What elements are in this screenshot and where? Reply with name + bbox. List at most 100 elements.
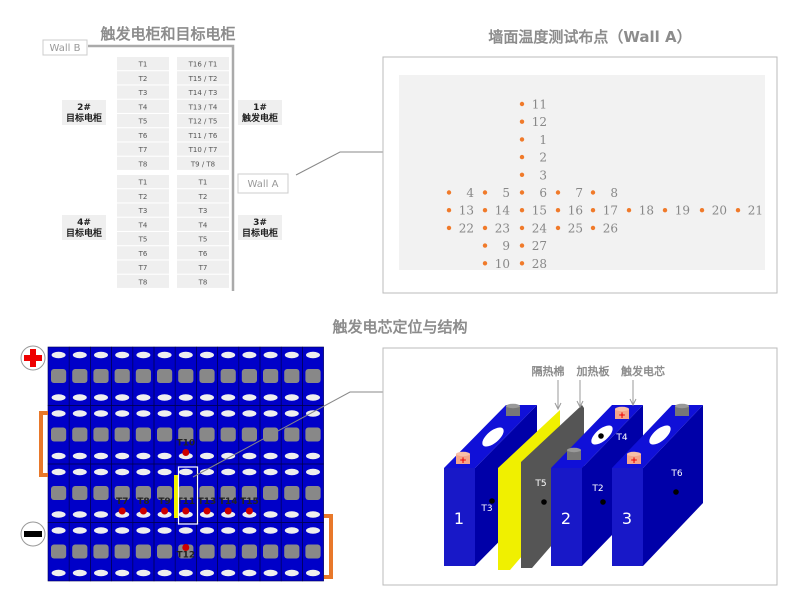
cell-terminal: [284, 569, 299, 577]
cabinet-title: 触发电柜和目标电柜: [100, 25, 235, 43]
cell-terminal: [157, 527, 172, 534]
heater-label: 加热板: [576, 364, 611, 378]
cabinet-name: 目标电柜: [242, 227, 278, 239]
cell-terminal: [157, 569, 172, 577]
cell-vent: [135, 486, 151, 500]
cell-terminal: [242, 468, 257, 476]
measurement-point-label: 26: [603, 221, 618, 235]
cell-vent: [199, 544, 215, 559]
table-cell: [117, 128, 169, 142]
cell-terminal: [115, 410, 130, 417]
cell-terminal: [94, 394, 108, 401]
cell-vent: [157, 544, 173, 559]
table-cell: [117, 260, 169, 274]
plus-sign: +: [618, 411, 626, 421]
cell-vent: [241, 427, 257, 442]
cell-vent: [241, 486, 257, 500]
measurement-point-dot: [735, 208, 741, 213]
cell-terminal: [94, 511, 108, 518]
cell-terminal: [51, 511, 66, 518]
sensor-dot: [224, 507, 232, 515]
sensor-dot: [161, 507, 169, 515]
sensor-dot: [673, 489, 679, 495]
table-cell-text: T14 / T3: [188, 89, 218, 97]
wall-a-surface: [399, 75, 765, 270]
cell-vent: [157, 427, 173, 442]
cell-terminal: [306, 511, 320, 518]
terminal-cap: [615, 406, 629, 412]
sensor-dot: [182, 544, 190, 551]
table-cell: [117, 232, 169, 246]
sensor-label: T2: [591, 484, 603, 494]
cell-terminal: [200, 351, 214, 359]
measurement-point-label: 3: [539, 168, 547, 182]
measurement-point-dot: [590, 225, 596, 231]
cell-terminal: [115, 394, 130, 401]
cell-vent: [157, 369, 173, 383]
cell-terminal: [263, 468, 278, 476]
table-cell: [177, 189, 229, 203]
table-cell: [177, 128, 229, 142]
measurement-point-dot: [519, 172, 525, 177]
terminal-cap: [456, 451, 470, 457]
measurement-point-label: 4: [466, 186, 474, 200]
cell-terminal: [178, 468, 193, 476]
cell-terminal: [51, 569, 66, 577]
cell-terminal: [157, 394, 172, 401]
cell-front-face: [551, 468, 582, 566]
terminal-cap: [567, 447, 581, 453]
measurement-point-label: 25: [568, 221, 583, 235]
cell-vent: [114, 486, 130, 500]
measurement-point-dot: [699, 208, 705, 213]
measurement-point-label: 13: [459, 204, 474, 218]
plus-sign: +: [459, 456, 467, 466]
cell-terminal: [51, 452, 66, 460]
terminal-cap: [506, 403, 520, 409]
cell-vent: [178, 544, 194, 559]
measurement-point-dot: [519, 154, 525, 160]
cell-vent: [72, 369, 88, 383]
cabinet-label-box: [62, 100, 106, 125]
sensor-dot: [182, 449, 190, 456]
cell-terminal: [157, 410, 172, 417]
measurement-point-label: 10: [495, 257, 510, 271]
cell-terminal: [263, 394, 278, 401]
cell-terminal: [178, 394, 193, 401]
measurement-point-dot: [555, 190, 561, 195]
measurement-point-dot: [555, 225, 561, 231]
wall-a-title: 墙面温度测试布点（Wall A）: [488, 28, 691, 46]
cell-vent: [284, 369, 300, 383]
cell-terminal: [221, 468, 236, 476]
cell-terminal: [306, 351, 320, 359]
table-cell-text: T1: [138, 179, 148, 187]
cabinet-id: 1#: [253, 103, 267, 113]
plus-sign: +: [630, 456, 638, 466]
sensor-dot: [489, 498, 495, 504]
cell-front-face: [444, 468, 475, 566]
cell-terminal: [72, 511, 87, 518]
negative-terminal-icon: [506, 406, 520, 416]
table-cell: [117, 85, 169, 99]
measurement-point-dot: [482, 225, 488, 231]
measurement-point-dot: [519, 119, 525, 124]
cell-terminal: [221, 351, 236, 359]
sensor-label: T8: [137, 497, 149, 507]
measurement-point-dot: [519, 137, 525, 142]
cell-terminal: [178, 410, 193, 417]
callout-line: [295, 151, 383, 176]
table-cell-text: T6: [138, 132, 148, 140]
cell-vent: [220, 486, 236, 500]
cell-vent: [93, 544, 109, 559]
table-cell-text: T8: [198, 278, 208, 286]
table-cell: [177, 260, 229, 274]
cell-terminal: [94, 569, 108, 577]
cell-terminal: [115, 527, 130, 534]
measurement-point-dot: [555, 208, 561, 213]
table-cell: [177, 232, 229, 246]
sensor-label: T5: [534, 479, 546, 489]
cell-terminal: [221, 452, 236, 460]
cell-vent: [305, 369, 321, 383]
table-cell: [117, 203, 169, 217]
table-cell: [177, 114, 229, 128]
